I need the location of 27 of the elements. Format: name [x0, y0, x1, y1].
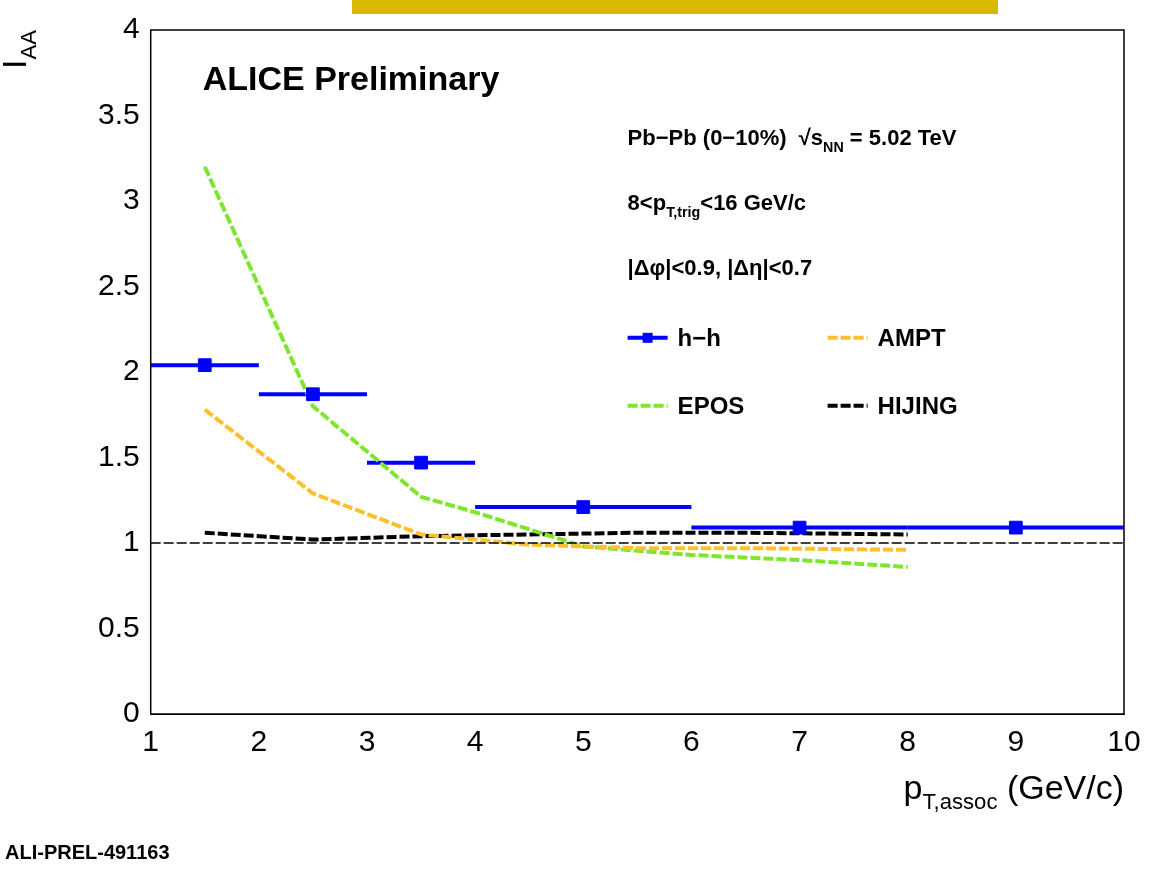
x-tick-label: 4: [466, 724, 484, 758]
y-tick-label: 2.5: [97, 267, 140, 301]
x-tick-label: 7: [791, 724, 808, 758]
y-tick-label: 3.5: [97, 96, 140, 130]
x-tick-label: 10: [1107, 724, 1141, 758]
text: ALI-PREL-491163: [5, 841, 170, 863]
y-tick-label: 3: [123, 182, 140, 216]
y-tick-label: 0: [123, 695, 140, 729]
legend-label: h−h: [677, 323, 721, 351]
y-tick-label: 0.5: [97, 609, 140, 643]
x-tick-label: 9: [1007, 724, 1025, 758]
y-tick-label: 1: [123, 524, 140, 558]
x-tick-label: 2: [250, 724, 268, 758]
annotation: |Δφ|<0.9, |Δη|<0.7: [627, 255, 813, 280]
x-tick-label: 3: [358, 724, 376, 758]
legend-label: HIJING: [877, 391, 958, 419]
point: [1008, 520, 1023, 535]
y-tick-label: 2: [123, 353, 140, 387]
x-tick-label: 6: [683, 724, 700, 758]
legend-label: EPOS: [677, 391, 745, 419]
y-axis-title: IAA: [0, 29, 41, 69]
legend-label: AMPT: [877, 323, 946, 351]
y-tick-label: 1.5: [97, 438, 140, 472]
x-tick-label: 8: [899, 724, 917, 758]
annotation: ALICE Preliminary: [202, 59, 500, 97]
x-tick-label: 5: [574, 724, 592, 758]
y-tick-label: 4: [123, 11, 140, 45]
